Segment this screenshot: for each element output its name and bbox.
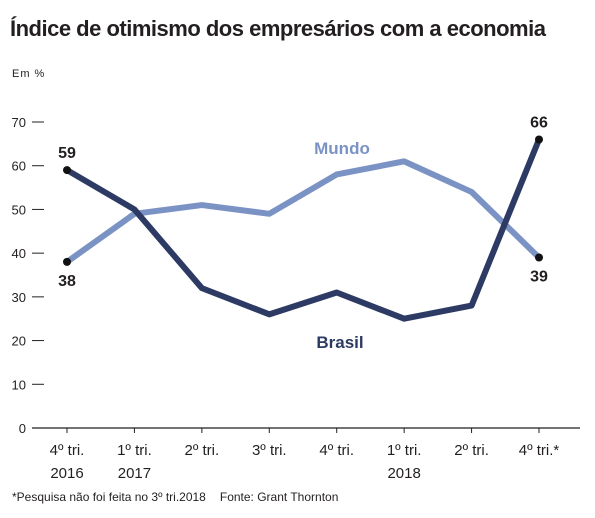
data-point-marker xyxy=(535,253,543,262)
x-tick-year: 2016 xyxy=(50,465,83,482)
data-label: 66 xyxy=(530,114,548,131)
data-point-marker xyxy=(535,135,543,144)
series-label-mundo: Mundo xyxy=(314,139,370,158)
series-line-brasil xyxy=(64,136,542,322)
y-tick-label: 70 xyxy=(12,115,26,130)
x-tick-label: 2º tri. xyxy=(454,442,489,459)
x-tick-year: 2017 xyxy=(118,465,151,482)
chart-title: Índice de otimismo dos empresários com a… xyxy=(10,16,546,41)
x-tick-label: 1º tri. xyxy=(117,442,152,459)
x-tick-label: 4º tri. xyxy=(319,442,354,459)
x-tick-year: 2018 xyxy=(387,465,420,482)
data-point-marker xyxy=(63,257,71,266)
y-tick-label: 50 xyxy=(12,202,26,217)
data-label: 39 xyxy=(530,269,548,286)
data-label: 59 xyxy=(58,145,76,162)
y-tick-label: 30 xyxy=(12,290,26,305)
source-text: Fonte: Grant Thornton xyxy=(219,490,339,504)
data-label: 38 xyxy=(58,273,76,290)
series-line-mundo xyxy=(64,158,542,265)
x-tick-label: 4º tri. xyxy=(50,442,85,459)
y-tick-label: 40 xyxy=(12,246,26,261)
series-label-brasil: Brasil xyxy=(316,333,363,352)
x-tick-label: 1º tri. xyxy=(387,442,422,459)
data-point-marker xyxy=(63,166,71,175)
x-tick-label: 4º tri.* xyxy=(519,442,560,459)
x-tick-label: 2º tri. xyxy=(185,442,220,459)
y-tick-label: 10 xyxy=(12,377,26,392)
unit-label: Em % xyxy=(12,68,46,80)
y-tick-label: 20 xyxy=(12,334,26,349)
y-tick-label: 60 xyxy=(12,159,26,174)
x-tick-label: 3º tri. xyxy=(252,442,287,459)
footnote-text: *Pesquisa não foi feita no 3º tri.2018 xyxy=(12,490,206,504)
y-tick-label: 0 xyxy=(19,421,26,436)
footnote: *Pesquisa não foi feita no 3º tri.2018 Fo… xyxy=(12,490,338,504)
